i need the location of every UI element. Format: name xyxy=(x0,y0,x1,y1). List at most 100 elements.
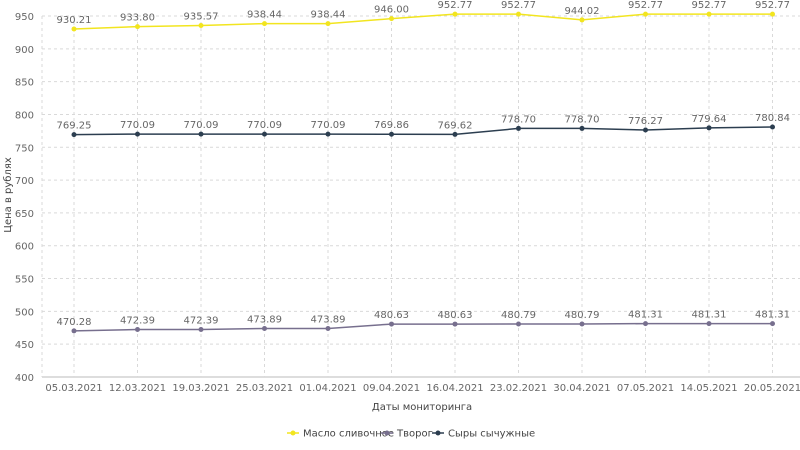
legend-item[interactable]: Сыры сычужные xyxy=(432,429,535,440)
legend[interactable]: Масло сливочное Творог Сыры сычужные xyxy=(287,429,535,440)
series-line xyxy=(73,126,773,136)
data-label: 480.79 xyxy=(501,310,536,321)
data-point xyxy=(389,131,394,137)
data-point xyxy=(643,11,648,17)
data-label: 769.62 xyxy=(438,120,473,131)
x-axis-title: Даты мониторинга xyxy=(372,402,472,413)
data-label: 944.02 xyxy=(565,6,600,17)
x-tick-label: 07.05.2021 xyxy=(617,383,674,394)
data-label: 769.25 xyxy=(57,121,92,132)
data-point xyxy=(198,131,204,137)
legend-swatch-marker xyxy=(384,430,390,436)
legend-label: Масло сливочное xyxy=(303,429,394,440)
data-point xyxy=(71,26,77,32)
legend-label: Творог xyxy=(396,429,433,440)
data-label: 470.28 xyxy=(57,317,92,328)
data-label: 481.31 xyxy=(628,310,663,321)
x-tick-label: 25.03.2021 xyxy=(236,383,293,394)
data-label: 770.09 xyxy=(184,120,219,131)
y-tick-label: 500 xyxy=(15,307,34,318)
x-tick-label: 05.03.2021 xyxy=(45,383,102,394)
data-label: 472.39 xyxy=(184,315,219,326)
data-label: 770.09 xyxy=(120,120,155,131)
data-point xyxy=(706,11,712,17)
x-tick-label: 16.04.2021 xyxy=(426,383,483,394)
y-tick-label: 750 xyxy=(15,143,34,154)
data-point xyxy=(71,132,77,138)
data-point xyxy=(452,131,458,137)
data-point xyxy=(325,326,331,332)
legend-swatch-marker xyxy=(290,430,296,436)
series-line xyxy=(73,322,773,332)
data-point xyxy=(579,17,585,23)
y-tick-label: 450 xyxy=(15,340,34,351)
data-point xyxy=(389,16,394,22)
legend-item[interactable]: Масло сливочное xyxy=(287,429,394,440)
series-layer: 930.21 933.80 935.57 938.44 938.44 946.00 952.… xyxy=(57,0,790,334)
y-tick-label: 550 xyxy=(15,275,34,286)
data-point xyxy=(262,326,267,332)
data-label: 480.63 xyxy=(438,310,473,321)
y-tick-label: 700 xyxy=(15,176,34,187)
y-tick-label: 950 xyxy=(15,12,34,23)
data-label: 952.77 xyxy=(501,0,536,11)
data-point xyxy=(770,11,775,17)
data-label: 480.63 xyxy=(374,310,409,321)
data-point xyxy=(579,125,585,131)
data-label: 473.89 xyxy=(247,315,282,326)
data-label: 480.79 xyxy=(565,310,600,321)
data-point xyxy=(452,321,458,327)
data-label: 952.77 xyxy=(755,0,790,11)
data-point xyxy=(198,326,204,332)
x-tick-label: 30.04.2021 xyxy=(553,383,610,394)
data-label: 778.70 xyxy=(565,114,600,125)
data-label: 930.21 xyxy=(57,15,92,26)
data-label: 780.84 xyxy=(755,113,790,124)
x-tick-label: 19.03.2021 xyxy=(172,383,229,394)
data-point xyxy=(516,125,521,131)
y-tick-label: 650 xyxy=(15,209,34,220)
legend-swatch-marker xyxy=(435,430,441,436)
x-axis-ticks: 05.03.2021 12.03.2021 19.03.2021 25.03.2021… xyxy=(45,383,800,394)
data-point xyxy=(262,21,267,27)
y-axis-title: Цена в рублях xyxy=(3,157,14,233)
data-point xyxy=(516,321,521,327)
data-point xyxy=(135,131,140,137)
data-point xyxy=(262,131,267,137)
y-axis-ticks: 400 450 500 550 600 650 700 750 800 850 900 950 xyxy=(15,12,34,384)
data-point xyxy=(71,328,77,334)
data-point xyxy=(516,11,521,17)
x-tick-label: 01.04.2021 xyxy=(299,383,356,394)
x-tick-label: 23.02.2021 xyxy=(490,383,547,394)
data-label: 952.77 xyxy=(438,0,473,11)
series-group: 930.21 933.80 935.57 938.44 938.44 946.00 952.… xyxy=(57,0,790,32)
legend-item[interactable]: Творог xyxy=(381,429,433,440)
y-tick-label: 400 xyxy=(15,373,34,384)
data-label: 473.89 xyxy=(311,315,346,326)
data-label: 481.31 xyxy=(692,310,727,321)
data-label: 952.77 xyxy=(628,0,663,11)
y-tick-label: 600 xyxy=(15,242,34,253)
data-point xyxy=(389,321,394,327)
data-label: 938.44 xyxy=(311,10,346,21)
y-tick-label: 850 xyxy=(15,78,34,89)
data-label: 952.77 xyxy=(692,0,727,11)
data-point xyxy=(643,127,648,133)
data-label: 769.86 xyxy=(374,120,409,131)
data-point xyxy=(135,326,140,332)
data-label: 770.09 xyxy=(311,120,346,131)
y-tick-label: 900 xyxy=(15,45,34,56)
data-point xyxy=(452,11,458,17)
data-point xyxy=(770,124,775,130)
data-point xyxy=(706,321,712,327)
data-label: 770.09 xyxy=(247,120,282,131)
data-label: 779.64 xyxy=(692,114,727,125)
data-label: 481.31 xyxy=(755,310,790,321)
data-label: 935.57 xyxy=(184,11,219,22)
data-point xyxy=(643,321,648,327)
legend-label: Сыры сычужные xyxy=(448,429,535,440)
data-point xyxy=(325,21,331,27)
data-point xyxy=(135,24,140,30)
data-point xyxy=(706,125,712,131)
series-group: 470.28 472.39 472.39 473.89 473.89 480.63 480.… xyxy=(57,310,790,334)
